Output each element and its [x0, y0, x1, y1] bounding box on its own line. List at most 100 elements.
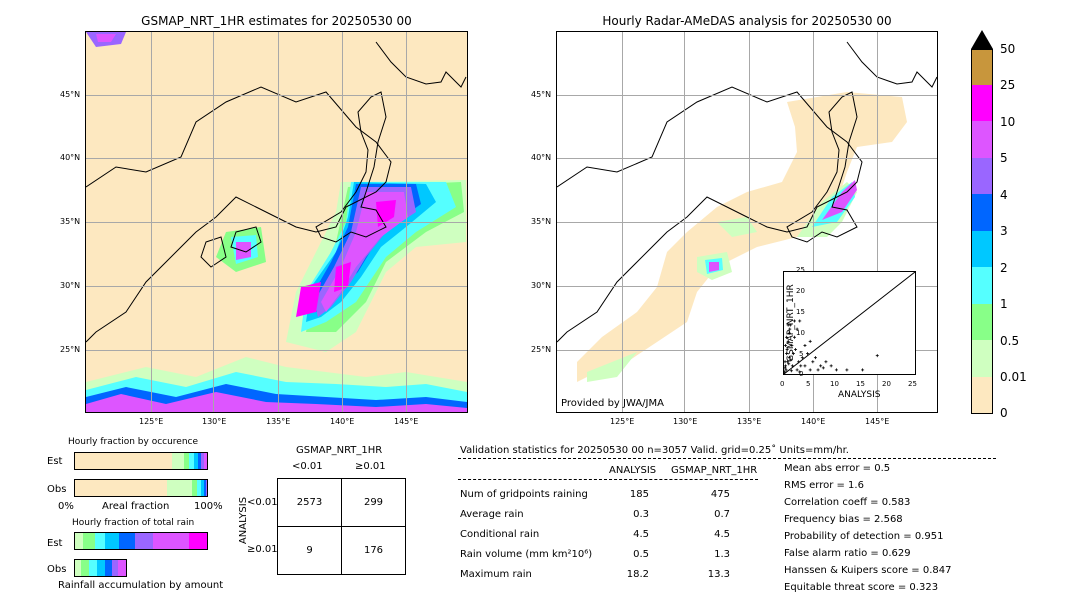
validation-row-a: 18.2 — [626, 569, 649, 580]
right-map-title: Hourly Radar-AMeDAS analysis for 2025053… — [602, 14, 892, 28]
scatter-point — [795, 327, 799, 331]
colorbar-label: 0.5 — [1000, 334, 1020, 348]
scatter-y-tick: 10 — [796, 329, 805, 337]
occurrence-est-bar — [74, 452, 208, 470]
right-lat-tick: 35°N — [531, 217, 552, 226]
colorbar-label: 5 — [1000, 151, 1008, 165]
right-lon-tick: 130°E — [673, 417, 698, 426]
scatter-x-tick: 0 — [780, 380, 785, 388]
scatter-ylabel: GSMAP_NRT_1HR — [785, 284, 796, 362]
colorbar-segment — [971, 340, 993, 377]
scatter-point — [803, 364, 807, 368]
scatter-point — [798, 370, 802, 374]
scatter-point — [794, 348, 798, 352]
validation-row-label: Maximum rain — [460, 569, 532, 580]
scatter-point — [813, 356, 817, 360]
scatter-point — [788, 327, 792, 331]
left-map-title: GSMAP_NRT_1HR estimates for 20250530 00 — [141, 14, 412, 28]
scatter-point — [795, 368, 799, 372]
scatter-point — [786, 323, 790, 327]
colorbar-segment — [971, 85, 993, 121]
scatter-y-tick: 15 — [796, 308, 805, 316]
colorbar-label: 50 — [1000, 42, 1016, 56]
colorbar-label: 3 — [1000, 224, 1008, 238]
contingency-row-header: ≥0.01 — [247, 544, 278, 555]
scatter-point — [824, 360, 828, 364]
colorbar-segment — [971, 267, 993, 304]
contingency-row-header: <0.01 — [247, 497, 278, 508]
right-map: Provided by JWA/JMA — [556, 31, 938, 413]
colorbar-segment — [971, 158, 993, 194]
left-lat-tick: 30°N — [60, 281, 81, 290]
colorbar-segment — [971, 49, 993, 85]
contingency-col-header: <0.01 — [292, 461, 323, 472]
validation-row-a: 185 — [629, 489, 649, 500]
left-lat-tick: 25°N — [60, 345, 81, 354]
validation-row-label: Conditional rain — [460, 529, 540, 540]
rain-fraction-title: Hourly fraction of total rain — [72, 518, 195, 528]
scatter-point — [811, 360, 815, 364]
left-lat-tick: 45°N — [60, 90, 81, 99]
scatter-plot — [784, 272, 915, 374]
scatter-point — [800, 356, 804, 360]
colorbar-label: 2 — [1000, 261, 1008, 275]
contingency-cell: 2573 — [277, 478, 342, 527]
scatter-point — [803, 343, 807, 347]
scatter-point — [784, 370, 787, 374]
right-lon-tick: 140°E — [801, 417, 826, 426]
occurrence-x-tick-0: 0% — [58, 501, 74, 512]
score-line: False alarm ratio = 0.629 — [784, 548, 911, 559]
validation-header: Validation statistics for 20250530 00 n=… — [460, 445, 849, 456]
contingency-cell: 9 — [277, 526, 342, 575]
scatter-point — [790, 364, 794, 368]
left-lon-tick: 125°E — [139, 417, 164, 426]
rain-obs-bar — [74, 559, 127, 577]
scatter-point — [829, 364, 833, 368]
right-map-rain-field — [557, 41, 937, 382]
rain-obs-label: Obs — [47, 564, 67, 575]
validation-divider — [458, 458, 996, 459]
rain-est-bar — [74, 532, 208, 550]
scatter-x-tick: 25 — [908, 380, 917, 388]
left-map-rain-field — [86, 32, 467, 412]
right-lat-tick: 45°N — [531, 90, 552, 99]
left-lon-tick: 130°E — [202, 417, 227, 426]
scatter-point — [786, 360, 790, 364]
scatter-x-tick: 15 — [856, 380, 865, 388]
scatter-point — [792, 319, 796, 323]
left-lat-tick: 40°N — [60, 153, 81, 162]
scatter-y-tick: 5 — [799, 350, 804, 358]
validation-row-b: 13.3 — [707, 569, 730, 580]
right-lat-tick: 25°N — [531, 345, 552, 354]
score-line: RMS error = 1.6 — [784, 480, 864, 491]
colorbar-segment — [971, 121, 993, 158]
colorbar-label: 10 — [1000, 115, 1016, 129]
validation-row-b: 4.5 — [714, 529, 730, 540]
scatter-point — [806, 352, 810, 356]
scatter-point — [784, 364, 788, 368]
scatter-y-tick: 25 — [796, 266, 805, 274]
scatter-point — [792, 335, 796, 339]
scatter-point — [791, 352, 795, 356]
colorbar — [971, 30, 993, 414]
validation-row-a: 4.5 — [633, 529, 649, 540]
colorbar-segment — [971, 304, 993, 340]
validation-table-divider — [458, 479, 758, 480]
right-lon-tick: 125°E — [610, 417, 635, 426]
contingency-cell: 176 — [341, 526, 406, 575]
scatter-inset — [783, 271, 916, 375]
left-lon-tick: 135°E — [266, 417, 291, 426]
scatter-x-tick: 5 — [806, 380, 811, 388]
validation-row-label: Rain volume (mm km²10⁶) — [460, 549, 593, 560]
validation-row-label: Average rain — [460, 509, 524, 520]
scatter-point — [861, 368, 865, 372]
right-lat-tick: 40°N — [531, 153, 552, 162]
right-lon-tick: 145°E — [865, 417, 890, 426]
scatter-point — [821, 366, 825, 370]
scatter-point — [790, 343, 794, 347]
scatter-point — [785, 348, 789, 352]
scatter-point — [785, 335, 789, 339]
scatter-y-tick: 0 — [799, 370, 804, 378]
scatter-point — [784, 343, 788, 347]
scatter-point — [808, 339, 812, 343]
